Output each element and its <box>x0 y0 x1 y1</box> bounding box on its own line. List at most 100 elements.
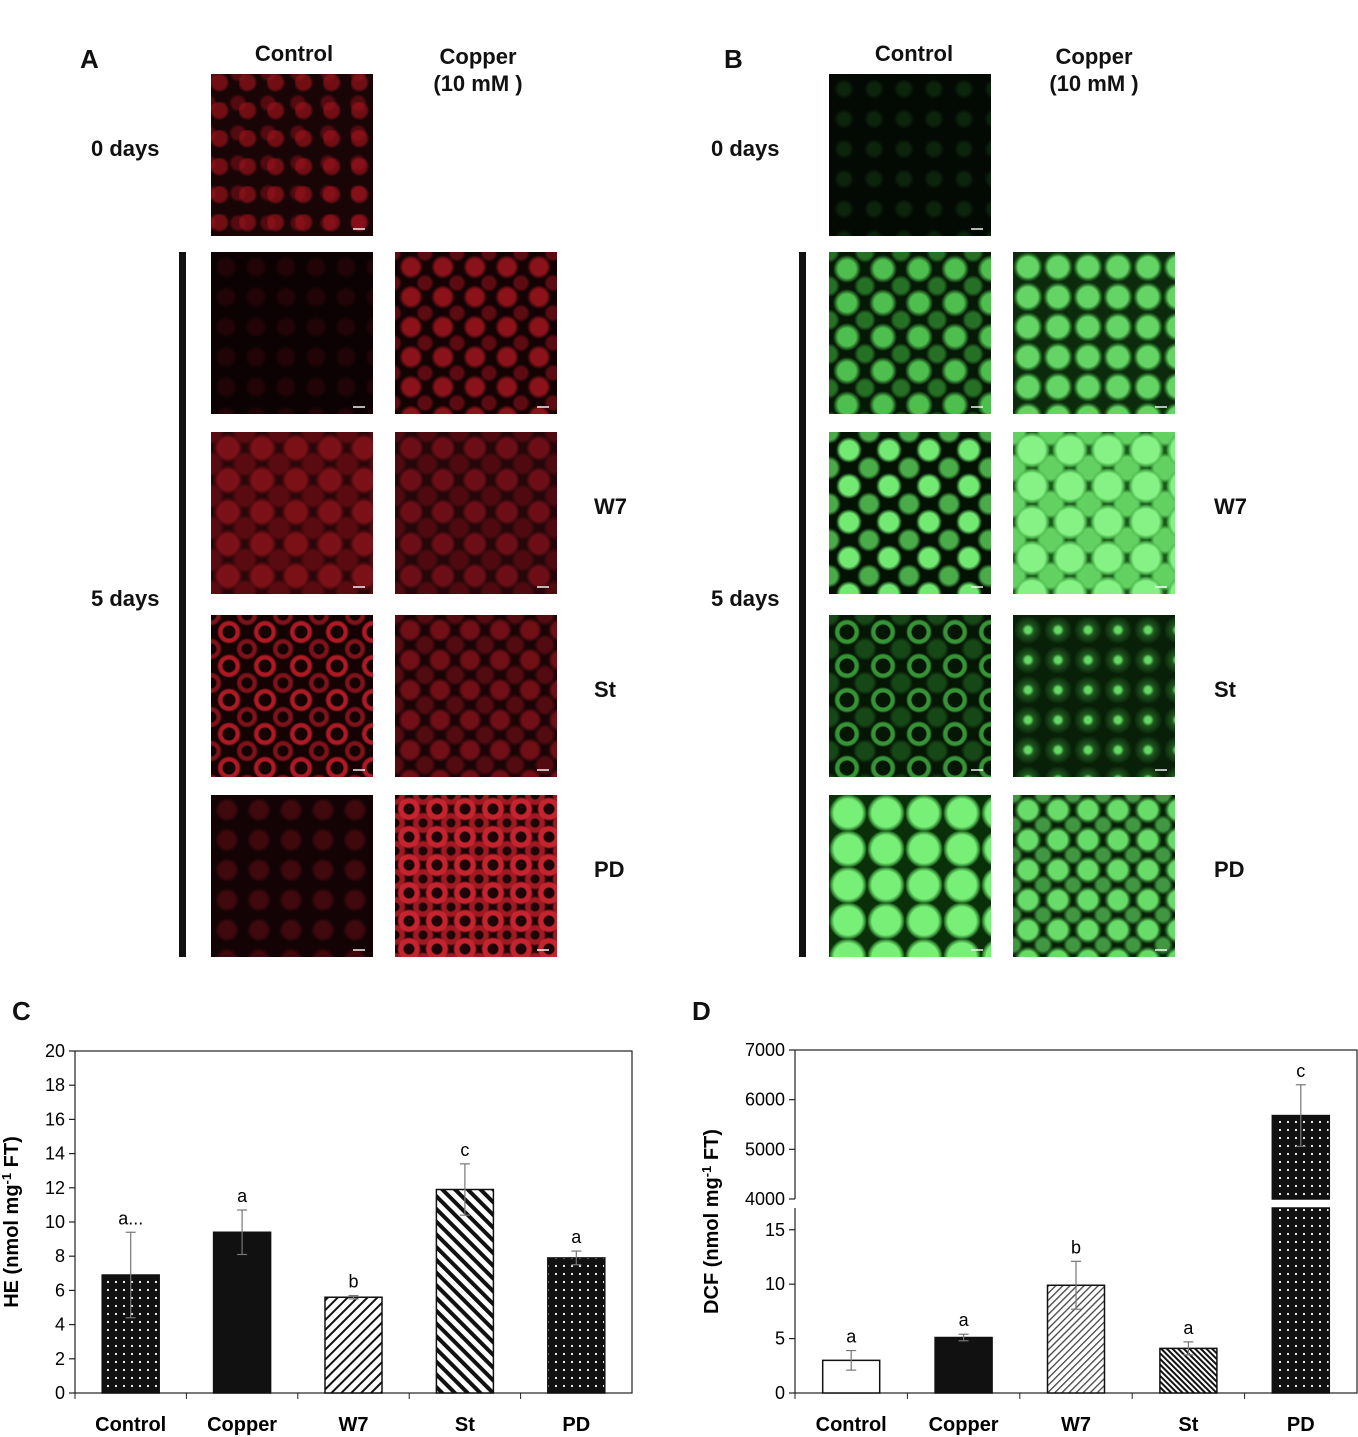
panel-b-label-st: St <box>1214 677 1236 702</box>
bar-copper <box>212 1231 272 1394</box>
significance-letter: b <box>348 1272 358 1292</box>
scale-bar <box>537 586 549 588</box>
panel-b-row-5days: 5 days <box>711 586 780 611</box>
panel-a-col-copper-line1: Copper <box>439 44 517 69</box>
bar-pd <box>547 1257 606 1394</box>
y-axis-label: HE (nmol mg-1 FT) <box>0 1136 23 1308</box>
micrograph-b-copper-w7 <box>1013 432 1175 594</box>
significance-letter: a <box>237 1186 248 1206</box>
significance-letter: b <box>1071 1237 1081 1257</box>
y-tick-label: 20 <box>45 1041 65 1061</box>
x-tick-label: St <box>1178 1414 1198 1436</box>
y-tick-label: 2 <box>55 1349 65 1369</box>
panel-a-label-pd: PD <box>594 857 625 882</box>
micrograph-b-control-w7 <box>829 432 991 594</box>
panel-b-label-w7: W7 <box>1214 494 1247 519</box>
scale-bar <box>537 949 549 951</box>
significance-letter: a... <box>118 1208 143 1228</box>
scale-bar <box>971 949 983 951</box>
bar-copper <box>934 1336 993 1394</box>
panel-b-letter: B <box>724 44 743 74</box>
scale-bar <box>971 406 983 408</box>
panel-b-label-pd: PD <box>1214 857 1245 882</box>
micrograph-b-copper-st <box>1013 615 1175 777</box>
scale-bar <box>971 228 983 230</box>
y-tick-label: 5000 <box>745 1139 785 1159</box>
micrograph-b-control-pd <box>829 795 991 957</box>
y-tick-label: 4 <box>55 1315 65 1335</box>
y-tick-label: 10 <box>765 1274 785 1294</box>
micrograph-b-control-st <box>829 615 991 777</box>
chart-c: 0 2 4 6 8 10 12 14 16 18 20 a... Control a Copper b W7 c S… <box>0 1041 633 1436</box>
significance-letter: a <box>846 1327 857 1347</box>
panel-b-row-0days: 0 days <box>711 136 780 161</box>
panel-d-letter: D <box>692 996 711 1026</box>
y-tick-label: 15 <box>765 1220 785 1240</box>
panel-a-row-0days: 0 days <box>91 136 160 161</box>
micrograph-a-copper-w7 <box>395 432 557 594</box>
panel-b-col-copper: Copper (10 mM ) <box>1012 43 1176 97</box>
micrograph-a-copper-st <box>395 615 557 777</box>
panel-a-col-copper: Copper (10 mM ) <box>396 43 560 97</box>
scale-bar <box>537 406 549 408</box>
y-tick-label: 0 <box>55 1383 65 1403</box>
y-tick-label: 10 <box>45 1212 65 1232</box>
panel-b-5days-bracket <box>799 252 806 957</box>
micrograph-b-control-5d <box>829 252 991 414</box>
panel-a-letter: A <box>80 44 99 74</box>
scale-bar <box>353 586 365 588</box>
y-tick-label: 7000 <box>745 1040 785 1060</box>
scale-bar <box>353 769 365 771</box>
panel-b-col-copper-line1: Copper <box>1055 44 1133 69</box>
micrograph-b-copper-pd <box>1013 795 1175 957</box>
x-tick-label: Control <box>816 1414 887 1436</box>
y-tick-label: 4000 <box>745 1189 785 1209</box>
significance-letter: a <box>959 1310 970 1330</box>
significance-letter: c <box>460 1140 469 1160</box>
micrograph-a-control-pd <box>211 795 373 957</box>
x-tick-label: W7 <box>1061 1414 1091 1436</box>
x-tick-label: W7 <box>339 1414 369 1436</box>
x-tick-label: St <box>455 1414 475 1436</box>
scale-bar <box>353 406 365 408</box>
y-tick-label: 16 <box>45 1109 65 1129</box>
scale-bar <box>1155 406 1167 408</box>
significance-letter: c <box>1296 1061 1305 1081</box>
scale-bar <box>971 586 983 588</box>
y-tick-label: 5 <box>775 1329 785 1349</box>
bar-w7 <box>324 1296 383 1394</box>
panel-a-label-st: St <box>594 677 616 702</box>
scale-bar <box>971 769 983 771</box>
y-tick-label: 8 <box>55 1246 65 1266</box>
y-tick-label: 14 <box>45 1144 65 1164</box>
chart-d: 0 5 10 15 4000 5000 6000 7000 a Control a Copper b W7… <box>699 1040 1358 1436</box>
y-axis-label: DCF (nmol mg-1 FT) <box>699 1129 724 1314</box>
micrograph-a-control-w7 <box>211 432 373 594</box>
micrograph-a-control-5d <box>211 252 373 414</box>
bar-st <box>435 1188 495 1394</box>
x-tick-label: Copper <box>207 1414 277 1436</box>
panel-a-5days-bracket <box>179 252 186 957</box>
x-tick-label: Control <box>95 1414 166 1436</box>
scale-bar <box>1155 586 1167 588</box>
significance-letter: a <box>571 1227 582 1247</box>
panel-b-col-control: Control <box>874 41 954 66</box>
y-tick-label: 0 <box>775 1383 785 1403</box>
micrograph-a-control-0d <box>211 74 373 236</box>
x-tick-label: PD <box>562 1414 590 1436</box>
scale-bar <box>1155 769 1167 771</box>
x-tick-label: Copper <box>929 1414 999 1436</box>
bar-pd-lower <box>1271 1207 1331 1394</box>
micrograph-b-control-0d <box>829 74 991 236</box>
y-tick-label: 12 <box>45 1178 65 1198</box>
micrograph-a-control-st <box>211 615 373 777</box>
scale-bar <box>353 228 365 230</box>
axis-break <box>787 1199 801 1208</box>
micrograph-b-copper-5d <box>1013 252 1175 414</box>
y-tick-label: 6 <box>55 1280 65 1300</box>
panel-c-letter: C <box>12 996 31 1026</box>
scale-bar <box>537 769 549 771</box>
panel-a-row-5days: 5 days <box>91 586 160 611</box>
x-tick-label: PD <box>1287 1414 1315 1436</box>
micrograph-a-copper-5d <box>395 252 557 414</box>
